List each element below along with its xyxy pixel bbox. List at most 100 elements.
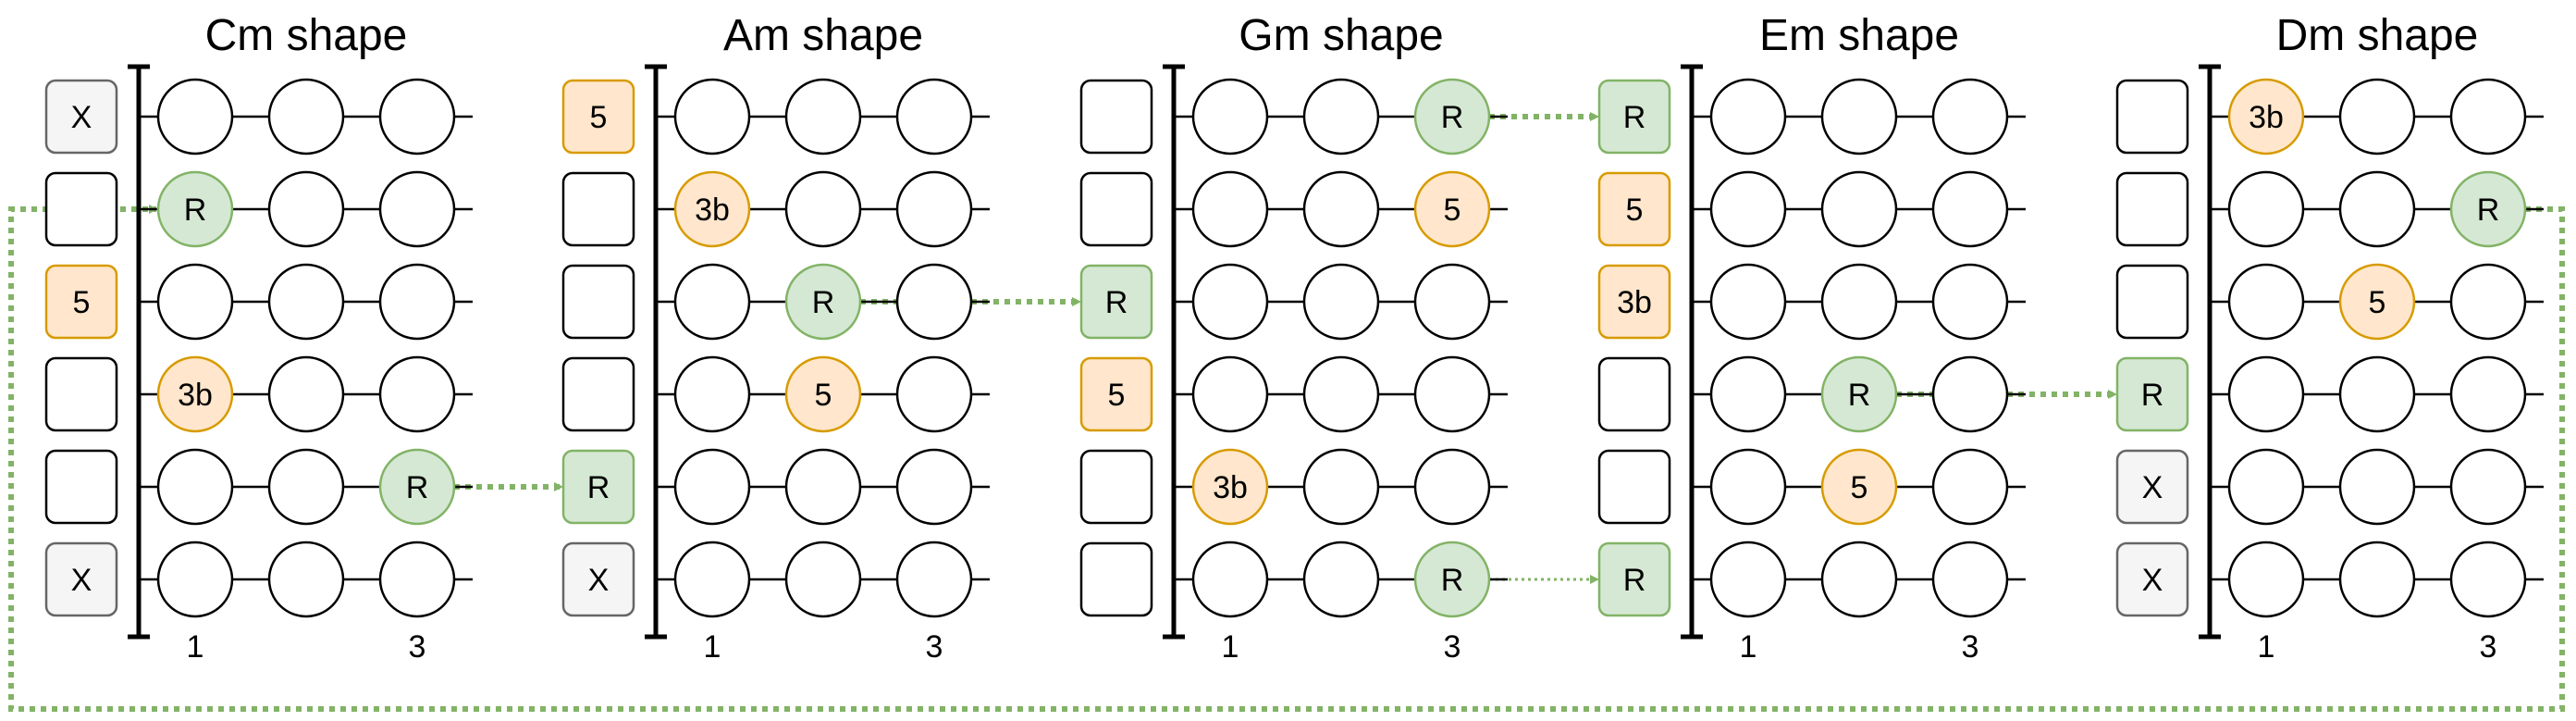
fret-position — [1709, 541, 1787, 618]
note-label: R — [2477, 193, 2500, 228]
fret-position — [378, 355, 456, 433]
fret-position — [1191, 541, 1269, 618]
open-string-label: R — [1623, 100, 1646, 135]
fret-position — [2338, 170, 2416, 248]
open-string-box — [1079, 356, 1153, 432]
fret-position — [156, 448, 234, 526]
open-string-box — [561, 79, 635, 155]
fret-position — [1709, 78, 1787, 155]
fret-position — [2449, 78, 2527, 155]
fret-number-label: 3 — [2480, 629, 2497, 665]
note-label: R — [406, 470, 429, 505]
diagram-title: Cm shape — [205, 11, 408, 60]
fret-position — [1820, 541, 1898, 618]
fret-position — [1413, 263, 1491, 341]
note-marker — [673, 170, 751, 248]
fret-position — [267, 263, 345, 341]
note-label: R — [1441, 563, 1464, 598]
open-string-box — [2115, 171, 2189, 247]
note-marker — [378, 448, 456, 526]
open-string-box — [2115, 264, 2189, 340]
note-label: 5 — [815, 378, 832, 413]
note-marker — [784, 355, 862, 433]
fret-position — [784, 448, 862, 526]
fret-number-label: 1 — [2258, 629, 2275, 665]
fret-position — [2449, 263, 2527, 341]
fret-position — [267, 541, 345, 618]
open-string-box — [1597, 264, 1671, 340]
open-string-label: 5 — [590, 100, 608, 135]
open-string-box — [1597, 449, 1671, 525]
diagram-title: Dm shape — [2276, 11, 2479, 60]
fret-position — [1931, 355, 2009, 433]
note-marker — [156, 170, 234, 248]
fret-position — [1931, 448, 2009, 526]
note-marker — [156, 355, 234, 433]
fret-number-label: 3 — [409, 629, 426, 665]
fret-position — [895, 263, 973, 341]
fret-position — [2227, 355, 2305, 433]
fret-position — [1302, 170, 1380, 248]
chord-diagram-4: Em shape R 5 3b R R 5 1 3 — [1597, 11, 2026, 665]
fret-position — [784, 78, 862, 155]
open-string-box — [1079, 449, 1153, 525]
fret-position — [1191, 78, 1269, 155]
fret-position — [1709, 355, 1787, 433]
open-string-label: R — [587, 470, 610, 505]
fret-position — [1302, 78, 1380, 155]
open-string-label: X — [71, 100, 92, 135]
open-string-box — [561, 264, 635, 340]
fret-position — [673, 78, 751, 155]
fret-position — [156, 78, 234, 155]
open-string-box — [1079, 171, 1153, 247]
fret-position — [378, 541, 456, 618]
fret-position — [2338, 78, 2416, 155]
note-label: 3b — [1213, 470, 1248, 505]
fret-position — [895, 170, 973, 248]
open-string-box — [44, 541, 118, 617]
open-string-box — [1079, 541, 1153, 617]
open-string-box — [2115, 541, 2189, 617]
open-string-box — [44, 449, 118, 525]
fret-number-label: 1 — [1222, 629, 1239, 665]
note-label: 3b — [2249, 100, 2284, 135]
chord-diagram-3: Gm shape R 5 R 5 3b R 1 3 — [1079, 11, 1508, 665]
diagram-title: Am shape — [723, 11, 923, 60]
open-string-label: X — [2142, 470, 2163, 505]
fret-position — [784, 170, 862, 248]
fret-position — [378, 170, 456, 248]
chord-diagram-1: Cm shape X 5 X R 3b R 1 3 — [44, 11, 473, 665]
note-label: R — [812, 285, 835, 320]
fret-position — [267, 170, 345, 248]
fret-position — [1191, 355, 1269, 433]
open-string-box — [1597, 171, 1671, 247]
fret-position — [673, 448, 751, 526]
open-string-box — [561, 171, 635, 247]
fret-position — [1931, 541, 2009, 618]
open-string-box — [44, 79, 118, 155]
open-string-box — [1597, 79, 1671, 155]
note-marker — [2227, 78, 2305, 155]
fret-position — [156, 263, 234, 341]
open-string-box — [1079, 79, 1153, 155]
note-marker — [784, 263, 862, 341]
fret-number-label: 3 — [1962, 629, 1979, 665]
fret-position — [2227, 448, 2305, 526]
open-string-box — [2115, 449, 2189, 525]
note-marker — [1191, 448, 1269, 526]
fret-position — [1191, 170, 1269, 248]
fret-position — [2227, 541, 2305, 618]
chord-diagram-5: Dm shape R X X 3b R 5 1 3 — [2115, 11, 2544, 665]
fret-position — [267, 355, 345, 433]
fret-position — [1413, 448, 1491, 526]
open-string-label: X — [2142, 563, 2163, 598]
note-label: 3b — [695, 193, 730, 228]
fret-position — [2338, 541, 2416, 618]
note-marker — [1413, 541, 1491, 618]
open-string-box — [1597, 356, 1671, 432]
fret-position — [895, 78, 973, 155]
fret-position — [1820, 170, 1898, 248]
open-string-label: R — [1623, 563, 1646, 598]
